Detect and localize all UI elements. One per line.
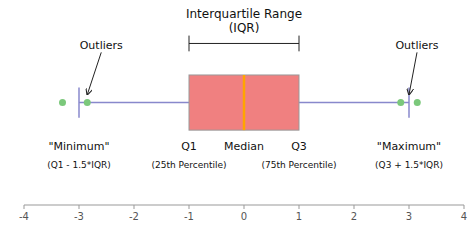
iqr-title: Interquartile Range(IQR) bbox=[186, 7, 302, 35]
x-tick bbox=[464, 205, 465, 209]
x-tick bbox=[24, 205, 25, 209]
annotation-arrow bbox=[87, 52, 101, 94]
stat-label: Q1 bbox=[181, 140, 197, 153]
x-tick bbox=[299, 205, 300, 209]
stat-label: "Maximum" bbox=[377, 140, 441, 153]
outlier bbox=[414, 99, 421, 106]
x-tick bbox=[79, 205, 80, 209]
stat-label: Q3 bbox=[291, 140, 307, 153]
median-line bbox=[243, 75, 246, 130]
whisker-cap bbox=[78, 87, 80, 117]
iqr-bracket bbox=[189, 43, 299, 44]
x-tick-label: 3 bbox=[406, 211, 412, 222]
x-tick-label: -3 bbox=[74, 211, 84, 222]
stat-sublabel: (25th Percentile) bbox=[152, 160, 227, 170]
iqr-box bbox=[189, 75, 299, 130]
outlier bbox=[397, 99, 404, 106]
x-tick-label: 1 bbox=[296, 211, 302, 222]
annotation: Outliers bbox=[80, 39, 123, 52]
x-tick bbox=[354, 205, 355, 209]
x-tick-label: -1 bbox=[184, 211, 194, 222]
x-tick bbox=[189, 205, 190, 209]
x-tick bbox=[244, 205, 245, 209]
x-tick bbox=[409, 205, 410, 209]
x-tick-label: -2 bbox=[129, 211, 139, 222]
annotation-arrow bbox=[409, 52, 417, 94]
chart: -4 -3 -2 -1 0 1 2 3 4 Interquartile Range(IQR) Out… bbox=[0, 0, 474, 237]
x-tick-label: 4 bbox=[461, 211, 467, 222]
stat-sublabel: (Q1 - 1.5*IQR) bbox=[47, 160, 111, 170]
plot-marks bbox=[59, 75, 421, 130]
iqr-bracket-end bbox=[299, 36, 300, 52]
x-tick-label: -4 bbox=[19, 211, 29, 222]
annotation: Outliers bbox=[395, 39, 438, 52]
x-tick-label: 0 bbox=[241, 211, 247, 222]
stat-label: Median bbox=[224, 140, 264, 153]
stat-sublabel: (75th Percentile) bbox=[262, 160, 337, 170]
stat-sublabel: (Q3 + 1.5*IQR) bbox=[375, 160, 443, 170]
outlier bbox=[59, 99, 66, 106]
stat-label: "Minimum" bbox=[48, 140, 109, 153]
iqr-bracket-end bbox=[189, 36, 190, 52]
x-tick bbox=[134, 205, 135, 209]
x-tick-label: 2 bbox=[351, 211, 357, 222]
outlier bbox=[84, 99, 91, 106]
